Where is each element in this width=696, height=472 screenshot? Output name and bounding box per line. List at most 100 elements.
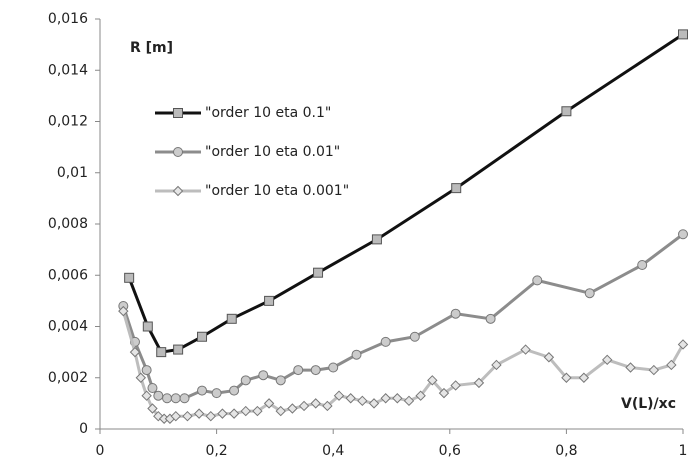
marker-diamond bbox=[625, 362, 636, 373]
marker-diamond bbox=[438, 387, 450, 399]
legend-label: "order 10 eta 0.001" bbox=[205, 183, 349, 199]
marker-diamond bbox=[345, 393, 356, 404]
y-tick-label: 0 bbox=[79, 421, 88, 437]
marker-circle bbox=[351, 349, 362, 360]
marker-diamond bbox=[118, 305, 129, 317]
marker-circle bbox=[197, 385, 208, 396]
marker-diamond bbox=[648, 364, 660, 376]
marker-square bbox=[313, 267, 324, 278]
marker-diamond bbox=[252, 405, 263, 417]
y-tick-label: 0,012 bbox=[48, 114, 88, 130]
marker-diamond bbox=[310, 398, 321, 409]
marker-diamond bbox=[240, 405, 251, 417]
marker-diamond bbox=[578, 372, 590, 383]
marker-diamond bbox=[561, 372, 572, 383]
marker-circle bbox=[328, 362, 339, 373]
marker-circle bbox=[310, 365, 321, 376]
marker-circle bbox=[147, 383, 158, 393]
marker-square bbox=[197, 331, 208, 342]
marker-square bbox=[371, 234, 382, 245]
marker-diamond bbox=[153, 410, 164, 422]
marker-square bbox=[173, 344, 184, 355]
marker-diamond bbox=[602, 354, 613, 366]
y-tick-label: 0,01 bbox=[57, 165, 88, 181]
x-tick-label: 1 bbox=[679, 443, 688, 459]
x-tick-label: 0,6 bbox=[439, 443, 461, 459]
marker-square bbox=[561, 106, 572, 117]
series-line bbox=[121, 310, 685, 421]
x-tick-label: 0,2 bbox=[205, 443, 227, 459]
marker-circle bbox=[229, 385, 240, 396]
marker-circle bbox=[380, 336, 391, 347]
marker-circle bbox=[162, 393, 173, 404]
marker-square bbox=[264, 295, 275, 306]
marker-circle bbox=[584, 288, 595, 299]
marker-diamond bbox=[287, 403, 298, 414]
marker-diamond bbox=[520, 344, 531, 355]
marker-circle bbox=[258, 370, 269, 381]
marker-diamond bbox=[357, 395, 368, 407]
marker-diamond bbox=[450, 380, 461, 391]
marker-square bbox=[451, 183, 462, 194]
marker-circle bbox=[450, 308, 461, 319]
marker-diamond bbox=[543, 352, 555, 363]
marker-diamond bbox=[275, 405, 286, 417]
marker-square bbox=[124, 272, 135, 283]
marker-diamond bbox=[491, 359, 502, 371]
marker-diamond bbox=[135, 372, 147, 383]
y-tick-label: 0,006 bbox=[48, 267, 88, 283]
marker-diamond bbox=[677, 339, 689, 350]
marker-circle bbox=[170, 393, 181, 404]
marker-circle bbox=[153, 390, 164, 401]
marker-diamond bbox=[415, 390, 426, 401]
y-tick-label: 0,008 bbox=[48, 216, 88, 232]
marker-diamond bbox=[368, 398, 380, 409]
x-axis-label: V(L)/xc bbox=[621, 396, 676, 412]
x-tick-label: 0,4 bbox=[322, 443, 344, 459]
marker-diamond bbox=[172, 185, 184, 197]
marker-diamond bbox=[333, 390, 345, 401]
x-tick-label: 0,8 bbox=[555, 443, 577, 459]
marker-diamond bbox=[392, 393, 403, 404]
marker-diamond bbox=[427, 375, 438, 386]
marker-diamond bbox=[263, 398, 275, 409]
marker-circle bbox=[275, 375, 286, 386]
marker-circle bbox=[173, 147, 183, 157]
marker-circle bbox=[637, 260, 648, 270]
y-tick-label: 0,016 bbox=[48, 11, 88, 27]
legend-label: "order 10 eta 0.01" bbox=[205, 144, 340, 160]
y-tick-label: 0,014 bbox=[48, 62, 88, 78]
marker-diamond bbox=[473, 377, 485, 389]
y-tick-label: 0,002 bbox=[48, 370, 88, 386]
marker-diamond bbox=[322, 400, 333, 412]
marker-diamond bbox=[147, 403, 158, 414]
marker-square bbox=[678, 29, 688, 40]
marker-circle bbox=[485, 313, 496, 324]
marker-diamond bbox=[666, 359, 677, 371]
marker-diamond bbox=[298, 400, 310, 412]
marker-circle bbox=[179, 393, 190, 404]
marker-circle bbox=[532, 275, 543, 286]
marker-diamond bbox=[380, 393, 391, 404]
marker-circle bbox=[240, 375, 251, 386]
y-axis-label: R [m] bbox=[130, 40, 173, 56]
marker-diamond bbox=[141, 390, 152, 401]
marker-square bbox=[142, 321, 153, 332]
series-line bbox=[121, 233, 684, 400]
marker-circle bbox=[678, 229, 688, 240]
marker-diamond bbox=[170, 410, 181, 422]
marker-circle bbox=[211, 388, 222, 399]
marker-diamond bbox=[228, 408, 240, 419]
marker-circle bbox=[141, 365, 152, 376]
marker-diamond bbox=[129, 346, 141, 358]
marker-square bbox=[156, 347, 167, 358]
marker-diamond bbox=[182, 410, 193, 422]
marker-diamond bbox=[193, 408, 205, 419]
marker-square bbox=[173, 108, 183, 118]
y-tick-label: 0,004 bbox=[48, 319, 88, 335]
marker-circle bbox=[293, 365, 304, 376]
marker-circle bbox=[409, 331, 420, 342]
marker-diamond bbox=[217, 408, 228, 419]
marker-diamond bbox=[205, 410, 216, 422]
